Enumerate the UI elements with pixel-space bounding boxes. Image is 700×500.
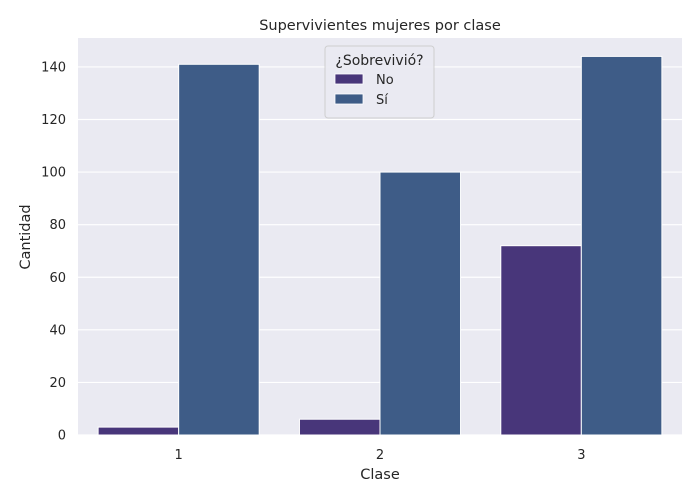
y-tick-label: 80 — [49, 218, 66, 233]
bar-Sí-3 — [580, 55, 663, 436]
legend-label: Sí — [376, 93, 388, 108]
y-axis: 0 20 40 60 80 100 120 140 — [41, 60, 66, 443]
chart-title: Supervivientes mujeres por clase — [259, 18, 501, 34]
y-tick-label: 60 — [49, 271, 66, 286]
legend: ¿Sobrevivió? No Sí — [324, 45, 435, 119]
x-tick-label: 2 — [376, 448, 384, 463]
y-axis-label: Cantidad — [18, 204, 34, 269]
x-axis: 1 2 3 — [175, 448, 586, 463]
y-tick-label: 40 — [49, 323, 66, 338]
y-tick-label: 140 — [41, 60, 66, 75]
legend-label: No — [376, 73, 394, 88]
y-tick-label: 20 — [49, 376, 66, 391]
y-tick-label: 120 — [41, 113, 66, 128]
bar-No-2 — [298, 418, 381, 436]
x-tick-label: 1 — [175, 448, 183, 463]
y-tick-label: 100 — [41, 166, 66, 181]
legend-title: ¿Sobrevivió? — [335, 53, 423, 69]
x-axis-label: Clase — [360, 467, 400, 483]
bar-Sí-2 — [379, 171, 462, 436]
y-tick-label: 0 — [58, 429, 66, 444]
bars — [97, 55, 663, 436]
legend-swatch-Sí — [334, 93, 364, 105]
x-tick-label: 3 — [577, 448, 585, 463]
bar-No-3 — [500, 245, 582, 436]
bar-No-1 — [97, 426, 180, 436]
bar-Sí-1 — [178, 63, 260, 436]
legend-swatch-No — [334, 73, 364, 85]
